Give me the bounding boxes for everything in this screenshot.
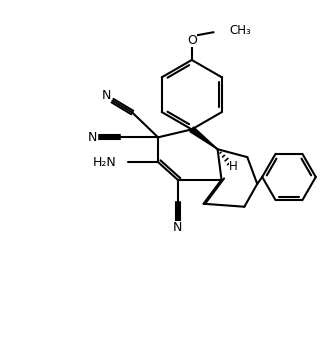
Text: N: N [88, 131, 97, 144]
Text: H₂N: H₂N [93, 156, 117, 169]
Text: H: H [229, 159, 238, 172]
Text: N: N [102, 89, 111, 102]
Polygon shape [190, 127, 217, 149]
Text: CH₃: CH₃ [229, 24, 251, 37]
Text: O: O [187, 34, 197, 46]
Text: N: N [173, 221, 183, 234]
